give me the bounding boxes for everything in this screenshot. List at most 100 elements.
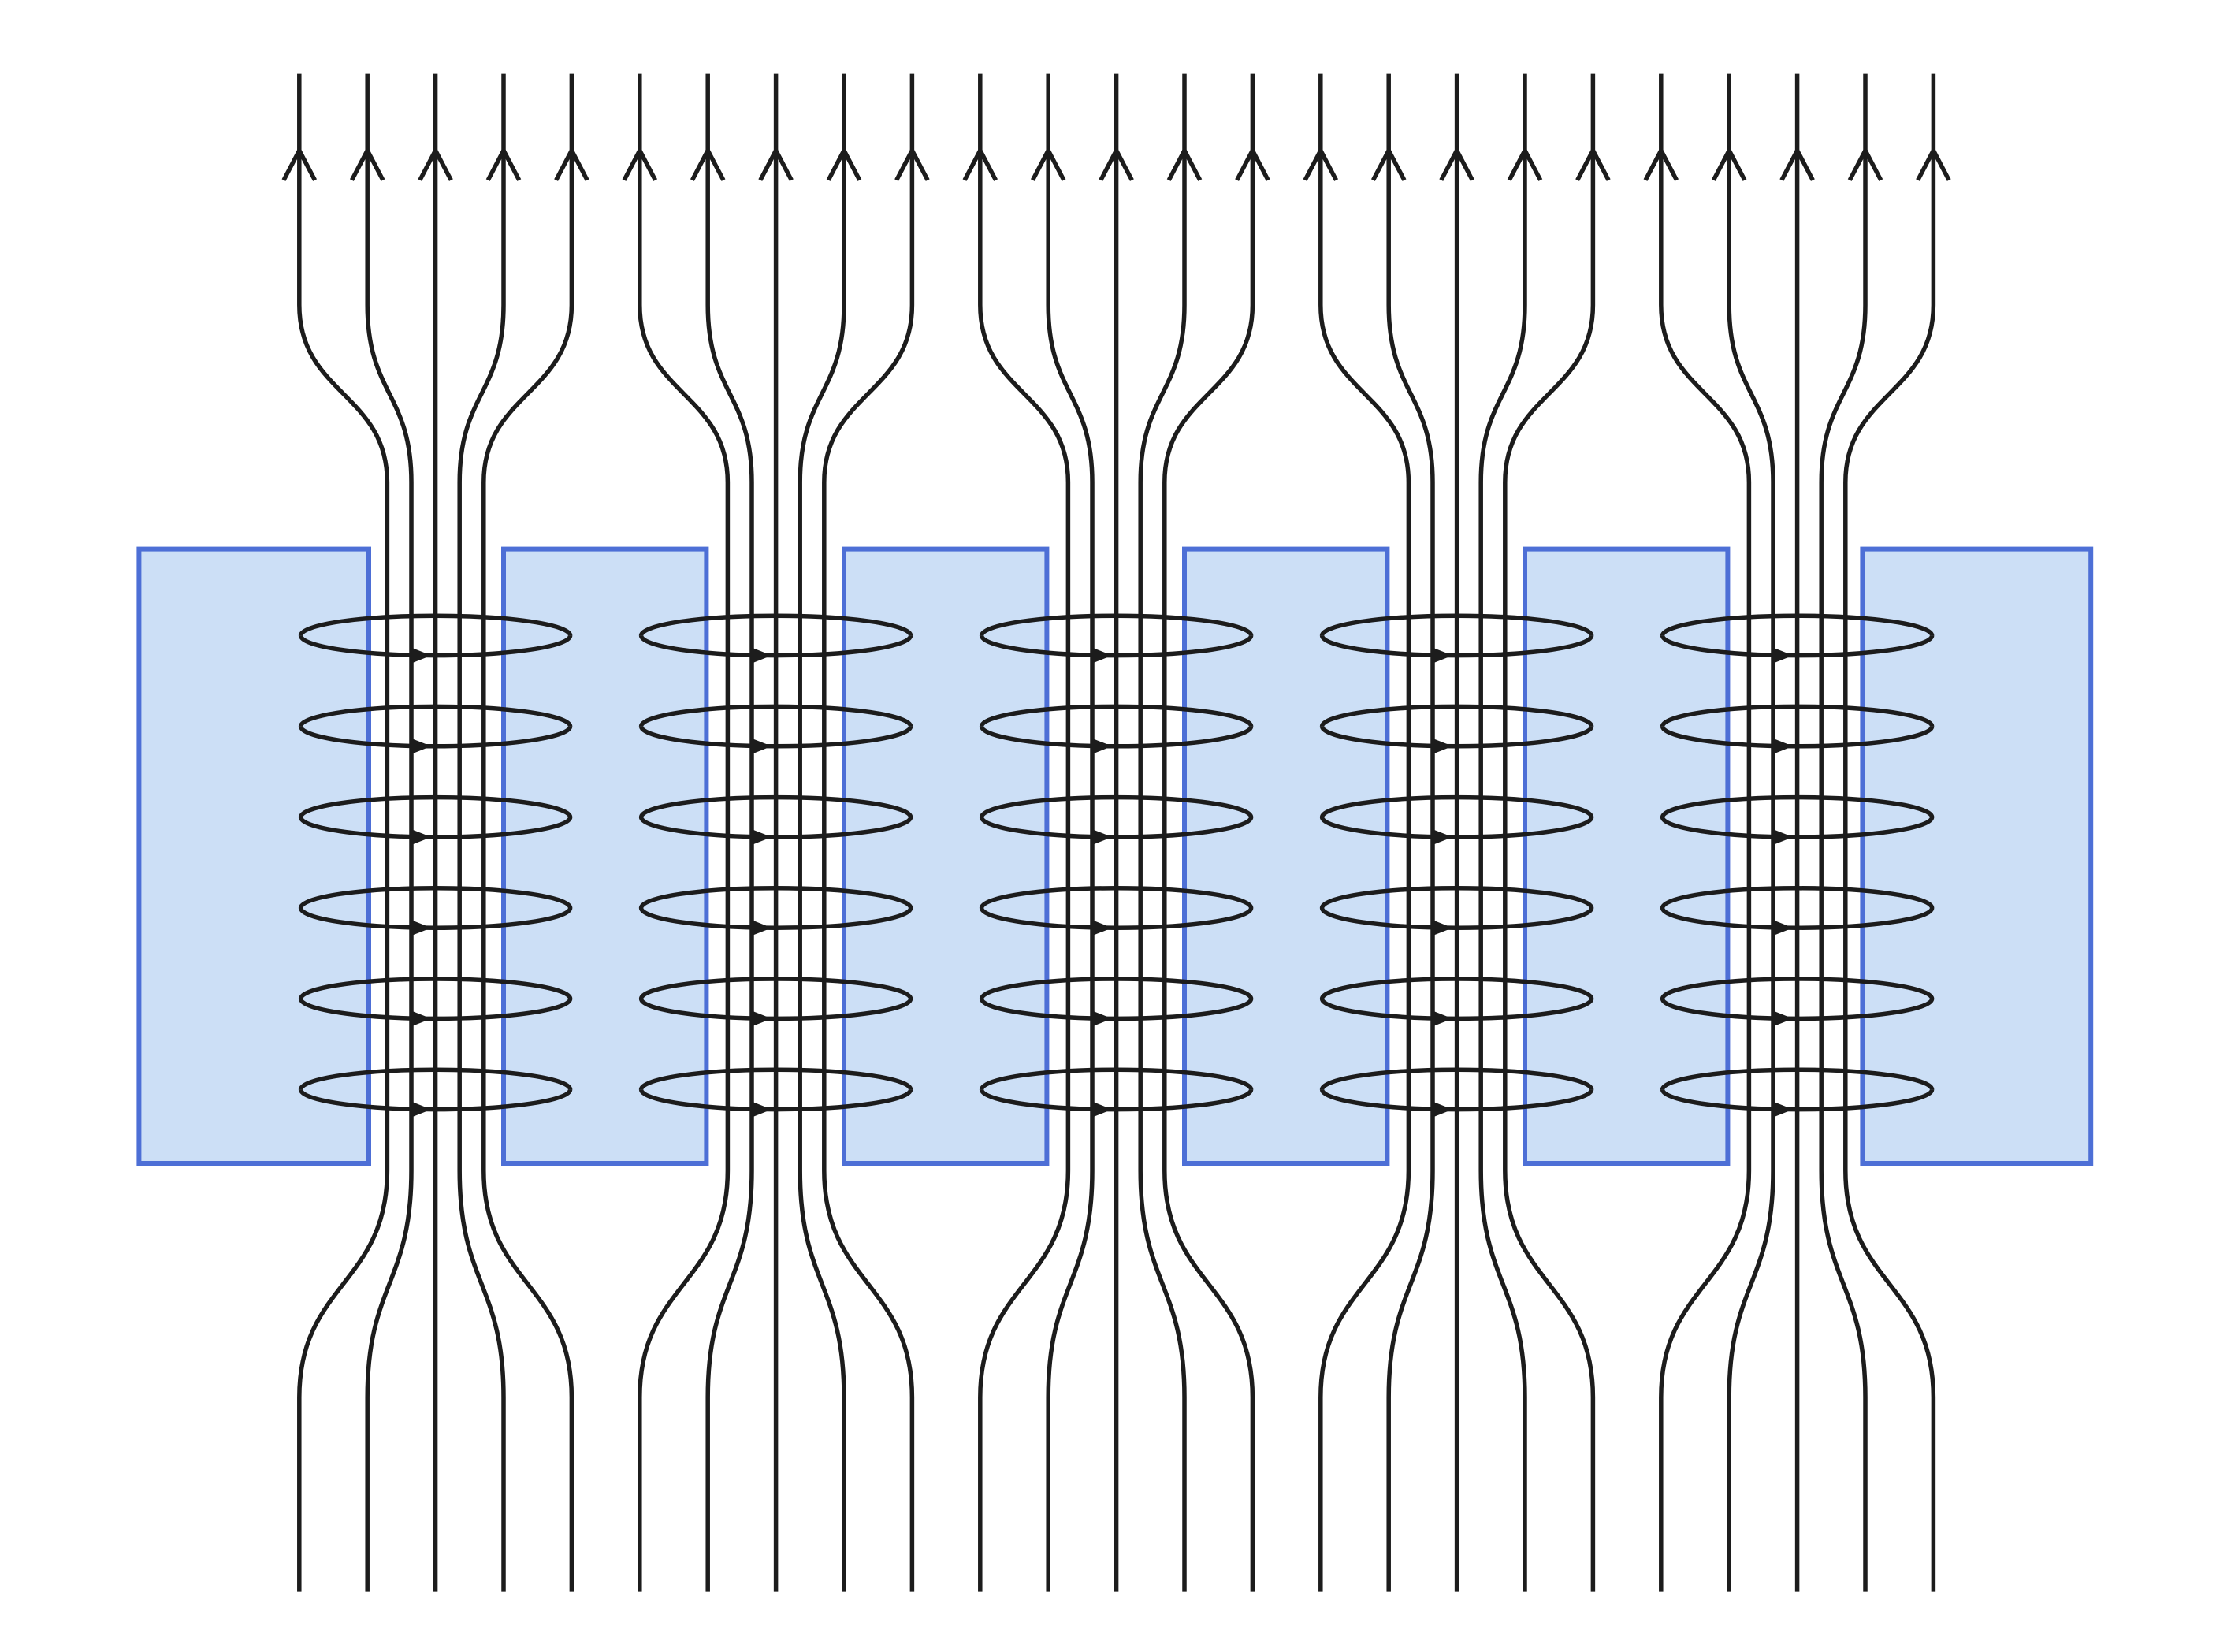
current-arrow-c4-4 <box>1431 919 1453 936</box>
current-loop-front-c2-2 <box>638 726 913 749</box>
field-line-c2-4 <box>798 73 846 1592</box>
current-loop-front-c1-4 <box>298 907 573 930</box>
field-arrowhead-c3-4 <box>1166 145 1203 181</box>
current-arrow-c2-6 <box>750 1101 772 1118</box>
current-loop-front-c5-2 <box>1660 726 1935 749</box>
field-line-c2-2 <box>705 73 754 1592</box>
current-loop-front-c5-3 <box>1660 817 1935 839</box>
field-line-c5-4 <box>1819 73 1868 1592</box>
current-arrow-c5-3 <box>1772 828 1794 846</box>
current-loop-front-c1-1 <box>298 634 573 658</box>
current-arrow-c4-5 <box>1431 1010 1453 1027</box>
field-arrowhead-c3-3 <box>1099 145 1134 181</box>
current-arrow-c4-2 <box>1431 738 1453 755</box>
current-arrow-c5-4 <box>1772 919 1794 936</box>
field-line-c3-1 <box>978 73 1071 1592</box>
field-line-c3-5 <box>1162 73 1255 1592</box>
current-arrow-c2-1 <box>750 647 772 664</box>
current-loop-front-c4-6 <box>1319 1088 1594 1112</box>
field-line-c1-4 <box>457 73 506 1592</box>
field-line-c2-1 <box>638 73 731 1592</box>
current-arrow-c1-3 <box>410 828 432 846</box>
current-arrow-c5-2 <box>1772 738 1794 755</box>
field-arrowhead-c1-1 <box>281 145 318 181</box>
current-arrow-c1-4 <box>410 919 432 936</box>
conductor-plate-4 <box>1182 546 1390 1166</box>
current-arrow-c3-6 <box>1091 1101 1113 1118</box>
field-line-c4-4 <box>1478 73 1527 1592</box>
current-loop-front-c5-1 <box>1660 634 1935 658</box>
field-line-c4-5 <box>1503 73 1596 1592</box>
field-line-c4-2 <box>1386 73 1435 1592</box>
current-loop-front-c4-2 <box>1319 726 1594 749</box>
current-arrow-c1-1 <box>410 647 432 664</box>
current-arrow-c4-6 <box>1431 1101 1453 1118</box>
current-arrow-c2-5 <box>750 1010 772 1027</box>
field-arrowhead-c2-4 <box>826 145 862 181</box>
field-lines-layer <box>281 73 1951 1592</box>
field-line-c2-5 <box>822 73 915 1592</box>
field-arrowhead-c2-1 <box>622 145 658 181</box>
field-line-c1-5 <box>481 73 574 1592</box>
field-arrowhead-c2-2 <box>690 145 726 181</box>
field-line-c3-2 <box>1046 73 1095 1592</box>
field-arrowhead-c1-2 <box>349 145 385 181</box>
current-arrow-c1-2 <box>410 738 432 755</box>
current-arrow-c5-1 <box>1772 647 1794 664</box>
current-loop-front-c3-2 <box>979 726 1254 749</box>
current-arrow-c1-6 <box>410 1101 432 1118</box>
field-arrowhead-c4-2 <box>1370 145 1407 181</box>
field-arrowhead-c2-5 <box>894 145 930 181</box>
field-arrowhead-c2-3 <box>758 145 794 181</box>
current-loop-front-c4-4 <box>1319 907 1594 930</box>
current-loop-front-c5-4 <box>1660 907 1935 930</box>
field-arrowhead-c5-5 <box>1916 145 1951 181</box>
current-arrow-c5-5 <box>1772 1010 1794 1027</box>
current-arrow-c3-2 <box>1091 738 1113 755</box>
current-loop-front-c3-5 <box>979 998 1254 1021</box>
field-line-c5-2 <box>1727 73 1775 1592</box>
current-loop-front-c4-3 <box>1319 817 1594 839</box>
current-loop-front-c1-3 <box>298 817 573 839</box>
current-loop-front-c5-6 <box>1660 1088 1935 1112</box>
field-arrowhead-c4-3 <box>1439 145 1474 181</box>
current-arrow-c3-5 <box>1091 1010 1113 1027</box>
conductor-plate-5 <box>1523 546 1731 1166</box>
current-loop-front-c2-4 <box>638 907 913 930</box>
current-arrow-c2-2 <box>750 738 772 755</box>
current-arrow-c2-3 <box>750 828 772 846</box>
current-loop-front-c1-5 <box>298 998 573 1021</box>
field-arrowhead-c5-3 <box>1779 145 1815 181</box>
field-arrowhead-c4-4 <box>1507 145 1543 181</box>
current-loop-front-c2-5 <box>638 998 913 1021</box>
field-arrowhead-c1-4 <box>485 145 522 181</box>
field-line-c3-4 <box>1138 73 1187 1592</box>
current-arrow-c3-3 <box>1091 828 1113 846</box>
current-loop-front-c2-6 <box>638 1088 913 1112</box>
current-arrow-c1-5 <box>410 1010 432 1027</box>
plates-layer <box>136 546 2094 1166</box>
field-arrowhead-c4-5 <box>1575 145 1611 181</box>
current-loop-front-c3-3 <box>979 817 1254 839</box>
current-loop-front-c3-1 <box>979 634 1254 658</box>
field-arrowhead-c3-1 <box>962 145 998 181</box>
field-line-c5-1 <box>1659 73 1752 1592</box>
field-arrowhead-c5-4 <box>1847 145 1883 181</box>
field-line-c1-2 <box>365 73 414 1592</box>
field-arrowhead-c1-3 <box>418 145 453 181</box>
conductor-plate-3 <box>842 546 1050 1166</box>
current-loop-front-c4-5 <box>1319 998 1594 1021</box>
field-arrowhead-c3-2 <box>1030 145 1066 181</box>
field-arrowhead-c5-1 <box>1643 145 1679 181</box>
current-arrow-c4-1 <box>1431 647 1453 664</box>
conductor-plate-2 <box>501 546 709 1166</box>
field-arrowhead-c4-1 <box>1303 145 1339 181</box>
loops-front-layer <box>298 634 1935 1118</box>
field-arrowhead-c1-5 <box>554 145 589 181</box>
conductor-plate-6 <box>1860 546 2094 1166</box>
conductor-plate-1 <box>136 546 371 1166</box>
current-arrow-c3-4 <box>1091 919 1113 936</box>
current-loop-front-c3-6 <box>979 1088 1254 1112</box>
